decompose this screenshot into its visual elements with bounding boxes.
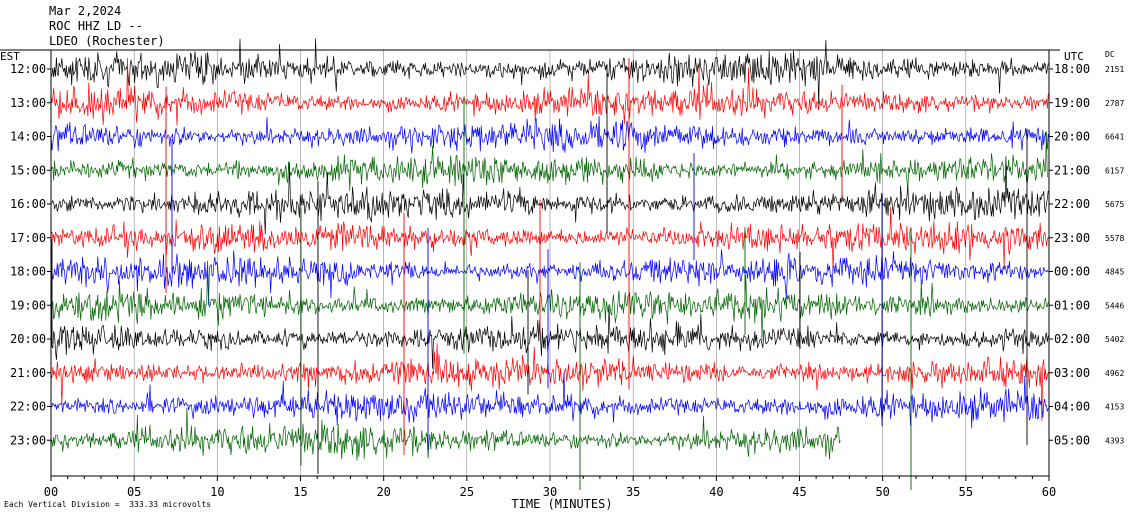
est-label: 12:00 (10, 62, 46, 76)
dc-value: 5446 (1105, 301, 1124, 310)
x-tick-label: 45 (792, 485, 806, 499)
utc-label: 22:00 (1054, 197, 1090, 211)
est-label: 14:00 (10, 130, 46, 144)
scale-note: Each Vertical Division = 333.33 microvol… (4, 500, 212, 509)
est-label: 22:00 (10, 400, 46, 414)
x-tick-label: 20 (376, 485, 390, 499)
est-label: 19:00 (10, 298, 46, 312)
x-tick-label: 15 (293, 485, 307, 499)
dc-value: 4962 (1105, 369, 1124, 378)
dc-value: 6157 (1105, 166, 1124, 175)
dc-value: 4153 (1105, 403, 1124, 412)
est-label: 13:00 (10, 96, 46, 110)
trace-row-8 (50, 305, 1049, 369)
utc-label: 00:00 (1054, 265, 1090, 279)
trace-row-7 (50, 260, 1049, 340)
utc-label: 19:00 (1054, 96, 1090, 110)
x-tick-label: 10 (210, 485, 224, 499)
x-tick-label: 60 (1042, 485, 1056, 499)
utc-label: 23:00 (1054, 231, 1090, 245)
dc-value: 6641 (1105, 133, 1124, 142)
dc-axis-title: DC (1105, 50, 1115, 59)
utc-axis-title: UTC (1064, 50, 1084, 63)
utc-label: 04:00 (1054, 400, 1090, 414)
x-tick-label: 05 (127, 485, 141, 499)
est-label: 21:00 (10, 366, 46, 380)
seismic-traces (50, 38, 1049, 490)
est-axis-title: EST (0, 50, 20, 63)
dc-value: 5402 (1105, 335, 1124, 344)
dc-value: 2787 (1105, 99, 1124, 108)
dc-value: 5578 (1105, 234, 1124, 243)
x-tick-label: 50 (875, 485, 889, 499)
utc-label: 01:00 (1054, 298, 1090, 312)
x-tick-label: 25 (460, 485, 474, 499)
trace-row-0 (50, 38, 1049, 105)
x-tick-label: 30 (543, 485, 557, 499)
header-network: LDEO (Rochester) (49, 34, 165, 48)
utc-label: 18:00 (1054, 62, 1090, 76)
axis-labels: EST UTC DC 12:00 18:00 2151 13:00 19:00 2787 14:0… (0, 50, 1124, 511)
dc-value: 4393 (1105, 436, 1124, 445)
trace-row-5 (50, 206, 1049, 272)
utc-label: 20:00 (1054, 130, 1090, 144)
trace-row-2 (50, 115, 1049, 154)
x-tick-label: 40 (709, 485, 723, 499)
utc-label: 21:00 (1054, 163, 1090, 177)
est-label: 18:00 (10, 265, 46, 279)
utc-label: 05:00 (1054, 433, 1090, 447)
trace-row-4 (50, 156, 1049, 235)
x-tick-label: 55 (959, 485, 973, 499)
dc-value: 4845 (1105, 268, 1124, 277)
x-tick-label: 35 (626, 485, 640, 499)
trace-row-9 (50, 343, 1049, 422)
header-station: ROC HHZ LD -- (49, 19, 143, 33)
x-tick-label: 00 (44, 485, 58, 499)
header-date: Mar 2,2024 (49, 4, 122, 18)
utc-label: 03:00 (1054, 366, 1090, 380)
x-axis-title: TIME (MINUTES) (511, 497, 612, 511)
trace-row-11 (50, 407, 841, 461)
est-label: 20:00 (10, 332, 46, 346)
trace-row-3 (50, 131, 1049, 191)
utc-label: 02:00 (1054, 332, 1090, 346)
est-label: 23:00 (10, 433, 46, 447)
est-label: 16:00 (10, 197, 46, 211)
dc-value: 5675 (1105, 200, 1124, 209)
plot-axes (0, 49, 1060, 481)
dc-value: 2151 (1105, 65, 1124, 74)
est-label: 17:00 (10, 231, 46, 245)
est-label: 15:00 (10, 163, 46, 177)
